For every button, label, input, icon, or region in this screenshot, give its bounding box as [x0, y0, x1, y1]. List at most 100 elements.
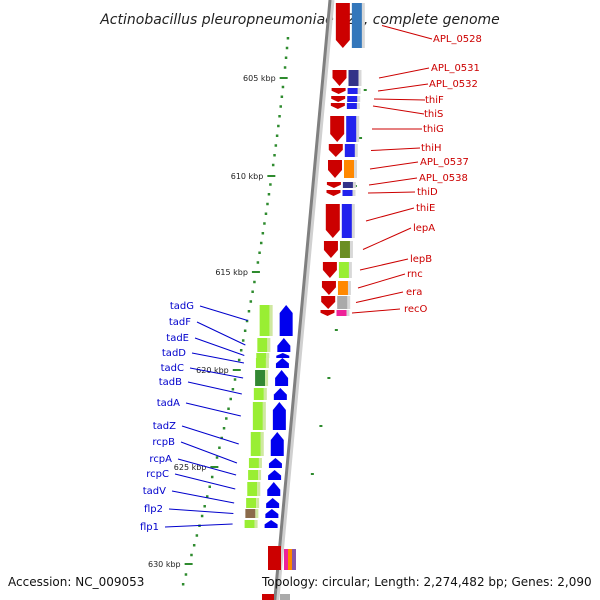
forward-gene-label: thiE	[416, 203, 435, 214]
reverse-gene-label: tadB	[159, 377, 182, 388]
cog-box-edge	[269, 305, 273, 336]
forward-gene-cog-box	[344, 144, 357, 157]
tick-mark	[251, 290, 254, 293]
distal-gene	[292, 549, 296, 570]
reverse-gene-label: rcpC	[146, 469, 169, 480]
reverse-gene-cog-box	[250, 432, 261, 456]
reverse-gene-cog-box	[247, 482, 258, 496]
reverse-gene-leader	[177, 458, 237, 476]
tick-mark	[275, 134, 279, 137]
tick-mark	[278, 115, 281, 118]
forward-gene-label: thiH	[421, 143, 442, 154]
tick-mark	[243, 329, 247, 332]
reverse-gene-cog-box	[256, 353, 267, 358]
reverse-gene-label: tadG	[170, 301, 194, 312]
reverse-gene-leader	[174, 473, 236, 490]
forward-gene-cog-box	[339, 241, 352, 258]
forward-gene-leader	[367, 191, 416, 194]
tick-mark	[184, 573, 188, 576]
reverse-gene-arrow	[268, 458, 282, 468]
forward-gene-cog-box	[342, 190, 355, 196]
tick-mark	[233, 378, 237, 381]
reverse-gene-leader	[189, 367, 244, 379]
cog-box-edge	[354, 160, 357, 178]
tick-mark	[210, 475, 214, 479]
cog-box-edge	[356, 116, 360, 142]
reverse-gene-arrow	[277, 338, 291, 352]
tick-label: 605 kbp	[243, 74, 276, 83]
cog-box-edge	[265, 358, 269, 368]
forward-gene-cog-box	[336, 310, 349, 316]
tick-mark	[205, 495, 209, 498]
tick-mark	[281, 85, 285, 89]
reverse-gene-arrow	[272, 402, 286, 430]
forward-gene-label: APL_0538	[419, 173, 468, 184]
cog-box-edge	[262, 402, 266, 430]
tick-mark	[227, 407, 230, 410]
forward-gene-label: lepB	[410, 254, 432, 265]
forward-gene-leader	[377, 83, 429, 92]
tick-mark	[267, 193, 271, 196]
forward-gene-arrow	[321, 281, 336, 295]
forward-gene-arrow	[328, 160, 342, 178]
forward-gene-label: thiG	[423, 124, 444, 135]
reverse-gene-arrow	[276, 353, 290, 358]
genome-backbone	[273, 0, 335, 600]
tick-mark	[222, 427, 226, 430]
reverse-gene-leader	[185, 402, 241, 417]
tick-mark	[253, 280, 256, 284]
cog-box-edge	[267, 338, 271, 352]
tick-mark	[231, 388, 235, 391]
cog-box-edge	[258, 458, 262, 468]
reverse-gene-arrow	[264, 520, 278, 528]
tick-mark	[218, 446, 221, 449]
forward-gene-label: recO	[404, 304, 428, 315]
tick-mark	[283, 66, 287, 69]
forward-gene-leader	[370, 147, 421, 151]
forward-gene-cog-box	[338, 262, 351, 278]
reverse-gene-cog-box	[257, 338, 268, 352]
reverse-gene-cog-box	[255, 370, 266, 386]
tick-mark	[247, 310, 251, 313]
tick-mark	[249, 300, 253, 303]
cog-box-edge	[347, 296, 351, 309]
tick-mark	[203, 505, 206, 508]
reverse-gene-arrow	[273, 388, 287, 400]
reverse-gene-leader	[194, 337, 245, 356]
reverse-gene-label: tadD	[162, 348, 186, 359]
tick-mark	[319, 425, 323, 427]
forward-gene-leader	[369, 161, 419, 170]
reverse-gene-leader	[181, 425, 239, 445]
tick-mark	[363, 89, 367, 91]
reverse-gene-leader	[191, 352, 245, 364]
forward-gene-leader	[362, 227, 412, 250]
forward-gene-label: era	[406, 287, 422, 298]
reverse-gene-cog-box	[248, 458, 259, 468]
cog-box-edge	[356, 103, 360, 109]
cog-box-edge	[346, 310, 350, 316]
reverse-gene-arrow	[267, 482, 281, 496]
tick-mark	[359, 137, 363, 139]
forward-gene-arrow	[330, 116, 345, 142]
distal-gene	[280, 594, 290, 600]
forward-gene-arrow	[332, 70, 347, 86]
forward-gene-arrow	[330, 103, 345, 109]
cog-box-edge	[358, 70, 362, 86]
reverse-gene-label: tadF	[169, 317, 191, 328]
reverse-gene-label: tadE	[166, 333, 189, 344]
tick-mark	[261, 232, 265, 235]
tick-mark	[237, 358, 241, 362]
reverse-gene-label: tadA	[157, 398, 180, 409]
tick-mark	[229, 397, 232, 401]
reverse-gene-leader	[171, 490, 235, 504]
tick-mark	[220, 436, 223, 440]
reverse-strand-genes: tadG tadF tadE tadD tadC tadB tadA tadZ rcpB rcpA…	[140, 301, 293, 533]
tick-mark	[269, 183, 272, 186]
distal-gene	[284, 549, 288, 570]
tick-mark	[266, 202, 269, 206]
topology-text: Topology: circular; Length: 2,274,482 bp…	[261, 575, 592, 589]
tick-mark	[200, 514, 204, 518]
forward-gene-leader	[368, 177, 418, 186]
reverse-gene-leader	[196, 321, 246, 346]
reverse-gene-label: rcpB	[152, 437, 175, 448]
